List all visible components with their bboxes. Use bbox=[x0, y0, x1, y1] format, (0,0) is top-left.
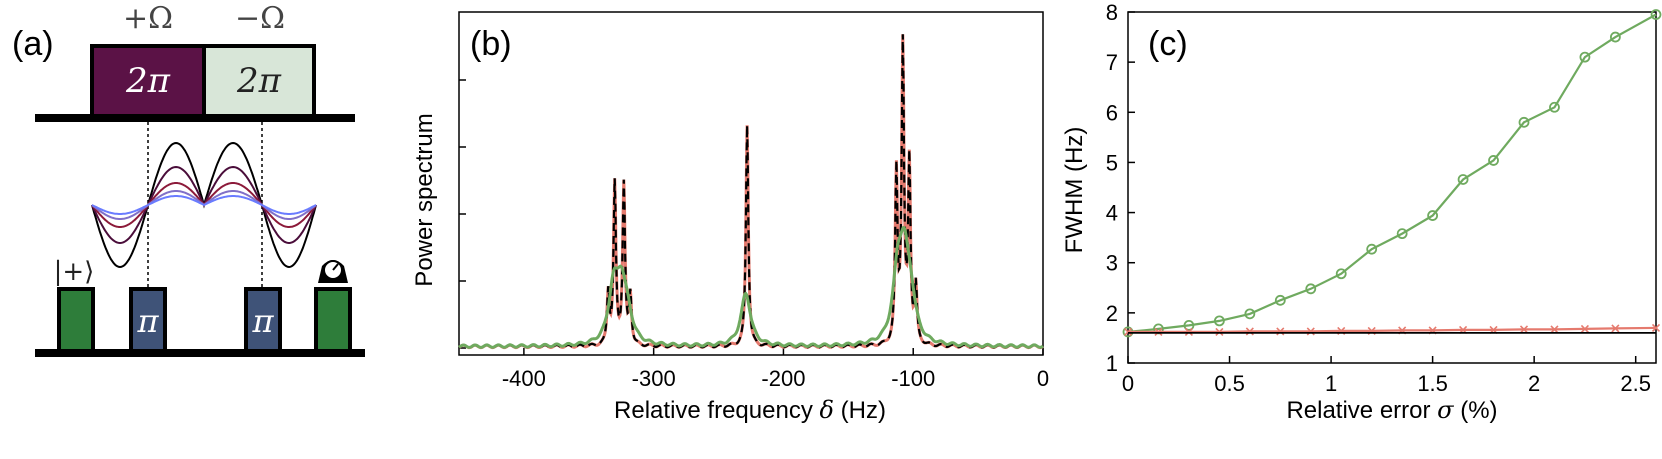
data-point-circle bbox=[1183, 319, 1195, 331]
x-tick-label: 2.5 bbox=[1620, 371, 1651, 396]
data-point-x bbox=[1184, 327, 1193, 336]
data-point-x bbox=[1519, 325, 1529, 334]
data-point-circle bbox=[1518, 116, 1530, 128]
panel-b-axes-frame bbox=[458, 11, 1044, 356]
panel-c-xticks: 0 0.5 1 1.5 2 2.5 bbox=[1122, 356, 1651, 396]
x-tick-label: -100 bbox=[891, 366, 935, 391]
panel-b-ylabel: Power spectrum bbox=[411, 113, 438, 286]
data-point-circle bbox=[1427, 210, 1439, 221]
pi-pulse-left bbox=[129, 287, 167, 353]
data-point-circle bbox=[1396, 228, 1408, 240]
data-point-circle bbox=[1579, 51, 1591, 63]
x-tick-label: -400 bbox=[502, 366, 546, 391]
data-point-x bbox=[1550, 325, 1559, 334]
y-tick-label: 5 bbox=[1106, 150, 1118, 175]
init-pulse bbox=[57, 287, 95, 353]
panel-b-xlabel-suffix: (Hz) bbox=[834, 397, 886, 424]
data-point-circle bbox=[1366, 243, 1378, 255]
omega-plus-label: +Ω bbox=[123, 1, 173, 36]
data-point-circle bbox=[1609, 31, 1621, 43]
data-point-circle bbox=[1335, 268, 1347, 280]
data-point-circle bbox=[1650, 9, 1662, 20]
panel-c-xlabel-prefix: Relative error bbox=[1286, 397, 1437, 424]
state-label: |+⟩ bbox=[54, 257, 95, 287]
data-point-circle bbox=[1244, 308, 1256, 320]
data-point-x bbox=[1651, 323, 1661, 332]
x-tick-label: 2 bbox=[1528, 371, 1540, 396]
panel-a: (a) +Ω −Ω 2π 2π |+⟩ π π bbox=[12, 1, 365, 357]
data-point-circle bbox=[1549, 101, 1560, 113]
pi-pulse-right bbox=[244, 287, 282, 353]
panel-c-yticks: 1 2 3 4 5 6 7 8 bbox=[1106, 0, 1135, 376]
panel-b-label: (b) bbox=[470, 25, 512, 63]
x-tick-label: 0 bbox=[1122, 371, 1134, 396]
y-tick-label: 4 bbox=[1106, 201, 1118, 226]
omega-minus-label: −Ω bbox=[235, 1, 285, 36]
panel-b-yticks bbox=[459, 79, 466, 349]
data-point-x bbox=[1580, 324, 1589, 333]
oscillation-curve bbox=[91, 195, 317, 215]
panel-b-xlabel: Relative frequency δ (Hz) bbox=[614, 396, 886, 424]
spectrum-series bbox=[458, 225, 1044, 349]
pulse-left-label: 2π bbox=[125, 61, 171, 101]
y-tick-label: 8 bbox=[1106, 0, 1118, 25]
panel-c-xlabel-symbol: σ bbox=[1437, 396, 1454, 424]
y-tick-label: 2 bbox=[1106, 301, 1118, 326]
pulse-right-label: 2π bbox=[236, 61, 282, 101]
panel-c-ylabel: FWHM (Hz) bbox=[1061, 127, 1088, 254]
data-point-circle bbox=[1457, 174, 1469, 185]
spectrum-series bbox=[458, 34, 1044, 349]
panel-b-xlabel-symbol: δ bbox=[820, 396, 834, 424]
panel-c-label: (c) bbox=[1148, 25, 1188, 63]
data-point-x bbox=[1154, 327, 1163, 336]
x-tick-label: -300 bbox=[632, 366, 676, 391]
x-tick-label: 1.5 bbox=[1417, 371, 1448, 396]
readout-pulse bbox=[314, 287, 352, 353]
pulse-plus-omega bbox=[90, 44, 206, 118]
data-point-circle bbox=[1274, 294, 1286, 306]
panel-c-xlabel-suffix: (%) bbox=[1454, 397, 1498, 424]
panel-b: Power spectrum (b) -400 -300 -200 -100 0 Rel… bbox=[411, 11, 1049, 424]
y-tick-label: 7 bbox=[1106, 50, 1118, 75]
oscillation-curves bbox=[91, 141, 317, 269]
panel-c-axes-frame bbox=[1127, 11, 1657, 364]
pi-right-label: π bbox=[251, 302, 274, 340]
fwhm-series-line bbox=[1127, 13, 1657, 333]
data-point-circle bbox=[1213, 315, 1225, 327]
panel-b-xticks: -400 -300 -200 -100 0 bbox=[502, 348, 1049, 391]
pi-left-label: π bbox=[136, 302, 159, 340]
panel-c: FWHM (Hz) (c) 1 2 3 4 5 6 7 8 0 0.5 1 1.5 2 2.5 Rela… bbox=[1061, 0, 1662, 424]
data-point-x bbox=[1611, 324, 1620, 333]
data-point-x bbox=[1123, 327, 1133, 336]
fwhm-series-line bbox=[1128, 326, 1657, 333]
data-point-x bbox=[1215, 327, 1224, 336]
detector-icon bbox=[318, 260, 348, 283]
y-tick-label: 1 bbox=[1106, 351, 1118, 376]
panel-c-xlabel: Relative error σ (%) bbox=[1286, 396, 1497, 424]
x-tick-label: 1 bbox=[1325, 371, 1337, 396]
panel-b-xlabel-prefix: Relative frequency bbox=[614, 397, 819, 424]
panel-a-label: (a) bbox=[12, 25, 54, 63]
bottom-baseline bbox=[35, 349, 365, 357]
y-tick-label: 6 bbox=[1106, 100, 1118, 125]
pulse-minus-omega bbox=[202, 44, 316, 118]
x-tick-label: 0 bbox=[1037, 366, 1049, 391]
data-point-circle bbox=[1488, 155, 1499, 166]
y-tick-label: 3 bbox=[1106, 251, 1118, 276]
x-tick-label: 0.5 bbox=[1214, 371, 1245, 396]
x-tick-label: -200 bbox=[761, 366, 805, 391]
panel-b-series bbox=[458, 34, 1044, 350]
panel-c-series bbox=[1122, 9, 1662, 338]
data-point-circle bbox=[1305, 283, 1317, 295]
